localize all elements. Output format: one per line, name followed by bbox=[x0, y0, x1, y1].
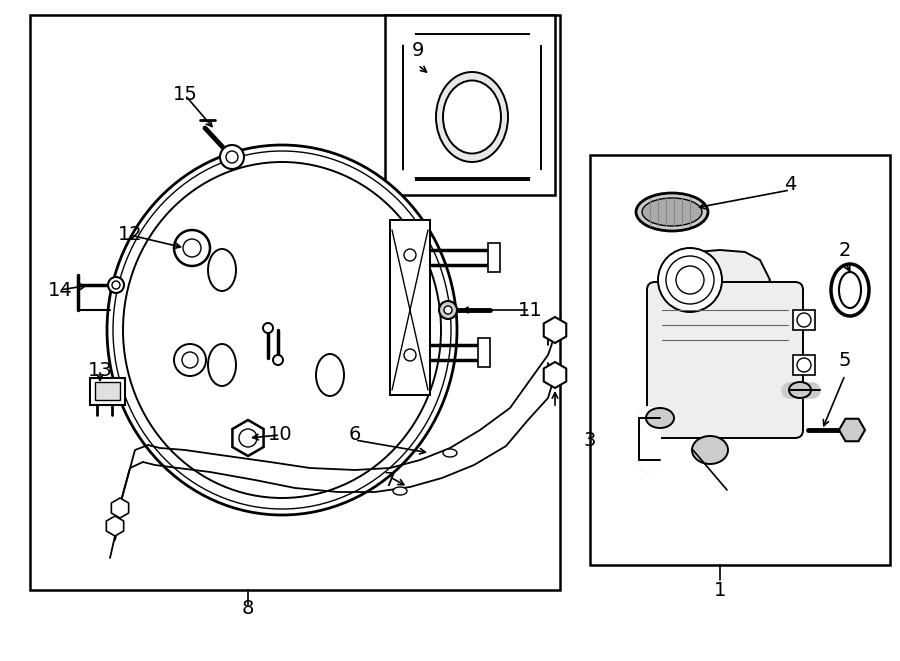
Ellipse shape bbox=[393, 487, 407, 495]
Circle shape bbox=[797, 313, 811, 327]
Ellipse shape bbox=[107, 145, 457, 515]
Text: 3: 3 bbox=[584, 430, 596, 449]
Bar bbox=[30, 15, 560, 590]
Ellipse shape bbox=[646, 408, 674, 428]
Circle shape bbox=[666, 256, 714, 304]
Ellipse shape bbox=[182, 352, 198, 368]
Text: 7: 7 bbox=[383, 471, 396, 490]
Bar bbox=[385, 15, 555, 195]
Circle shape bbox=[444, 306, 452, 314]
Circle shape bbox=[183, 239, 201, 257]
Circle shape bbox=[676, 266, 704, 294]
Ellipse shape bbox=[208, 249, 236, 291]
Bar bbox=[405, 35, 540, 180]
Text: 9: 9 bbox=[412, 40, 424, 59]
Ellipse shape bbox=[636, 193, 708, 231]
Text: 15: 15 bbox=[173, 85, 197, 104]
Ellipse shape bbox=[263, 323, 273, 333]
Polygon shape bbox=[390, 220, 430, 395]
Polygon shape bbox=[660, 250, 770, 300]
Bar bbox=[390, 220, 430, 395]
Circle shape bbox=[797, 358, 811, 372]
Text: 8: 8 bbox=[242, 598, 254, 617]
Ellipse shape bbox=[436, 72, 508, 162]
Bar bbox=[590, 155, 890, 565]
Ellipse shape bbox=[530, 25, 550, 45]
Circle shape bbox=[439, 301, 457, 319]
Ellipse shape bbox=[443, 449, 457, 457]
Bar bbox=[488, 243, 500, 272]
Text: 5: 5 bbox=[839, 350, 851, 369]
Ellipse shape bbox=[395, 170, 415, 190]
Text: 4: 4 bbox=[784, 176, 796, 194]
Text: 13: 13 bbox=[87, 360, 112, 379]
Text: 1: 1 bbox=[714, 580, 726, 600]
Bar bbox=[793, 355, 815, 375]
Ellipse shape bbox=[530, 170, 550, 190]
Text: 12: 12 bbox=[118, 225, 142, 245]
FancyBboxPatch shape bbox=[647, 282, 803, 438]
Bar bbox=[95, 382, 120, 400]
Bar bbox=[90, 378, 125, 405]
Bar bbox=[478, 338, 490, 367]
Circle shape bbox=[239, 429, 257, 447]
Ellipse shape bbox=[642, 198, 702, 226]
Text: 6: 6 bbox=[349, 426, 361, 444]
Circle shape bbox=[658, 248, 722, 312]
Text: 2: 2 bbox=[839, 241, 851, 260]
Ellipse shape bbox=[789, 382, 811, 398]
Circle shape bbox=[174, 230, 210, 266]
Bar bbox=[793, 310, 815, 330]
Text: 14: 14 bbox=[48, 280, 72, 299]
Circle shape bbox=[108, 277, 124, 293]
Circle shape bbox=[404, 249, 416, 261]
Circle shape bbox=[220, 145, 244, 169]
Ellipse shape bbox=[174, 344, 206, 376]
Ellipse shape bbox=[316, 354, 344, 396]
Text: 11: 11 bbox=[518, 301, 543, 319]
Circle shape bbox=[112, 281, 120, 289]
Text: 10: 10 bbox=[267, 426, 293, 444]
Ellipse shape bbox=[273, 355, 283, 365]
FancyBboxPatch shape bbox=[403, 34, 541, 178]
Ellipse shape bbox=[395, 25, 415, 45]
Circle shape bbox=[226, 151, 238, 163]
Circle shape bbox=[404, 349, 416, 361]
Ellipse shape bbox=[208, 344, 236, 386]
Ellipse shape bbox=[831, 264, 869, 316]
Ellipse shape bbox=[443, 81, 501, 153]
Ellipse shape bbox=[692, 436, 728, 464]
Ellipse shape bbox=[839, 272, 861, 308]
